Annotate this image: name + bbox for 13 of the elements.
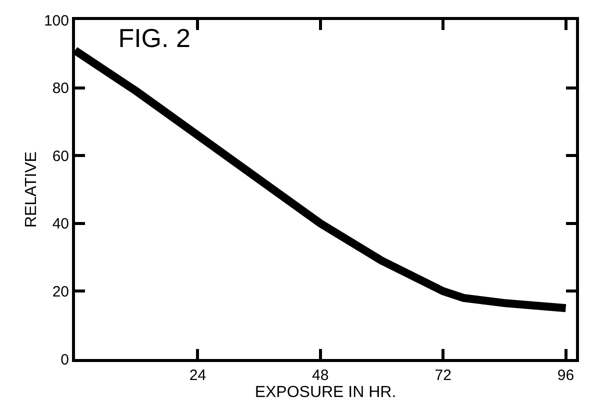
x-tick-label: 96 <box>557 367 574 384</box>
y-tick-label: 0 <box>60 351 69 368</box>
chart-title: FIG. 2 <box>118 22 190 53</box>
y-tick-label: 20 <box>52 283 69 300</box>
y-axis-title: RELATIVE <box>22 151 40 228</box>
y-tick-label: 60 <box>52 148 69 165</box>
x-tick-label: 24 <box>189 367 206 384</box>
y-tick-label: 100 <box>44 12 69 30</box>
y-tick-label: 40 <box>52 216 69 233</box>
x-tick-label: 48 <box>312 367 329 384</box>
x-axis-title: EXPOSURE IN HR. <box>254 384 396 401</box>
x-tick-label: 72 <box>434 367 452 384</box>
y-tick-label: 80 <box>52 80 69 98</box>
